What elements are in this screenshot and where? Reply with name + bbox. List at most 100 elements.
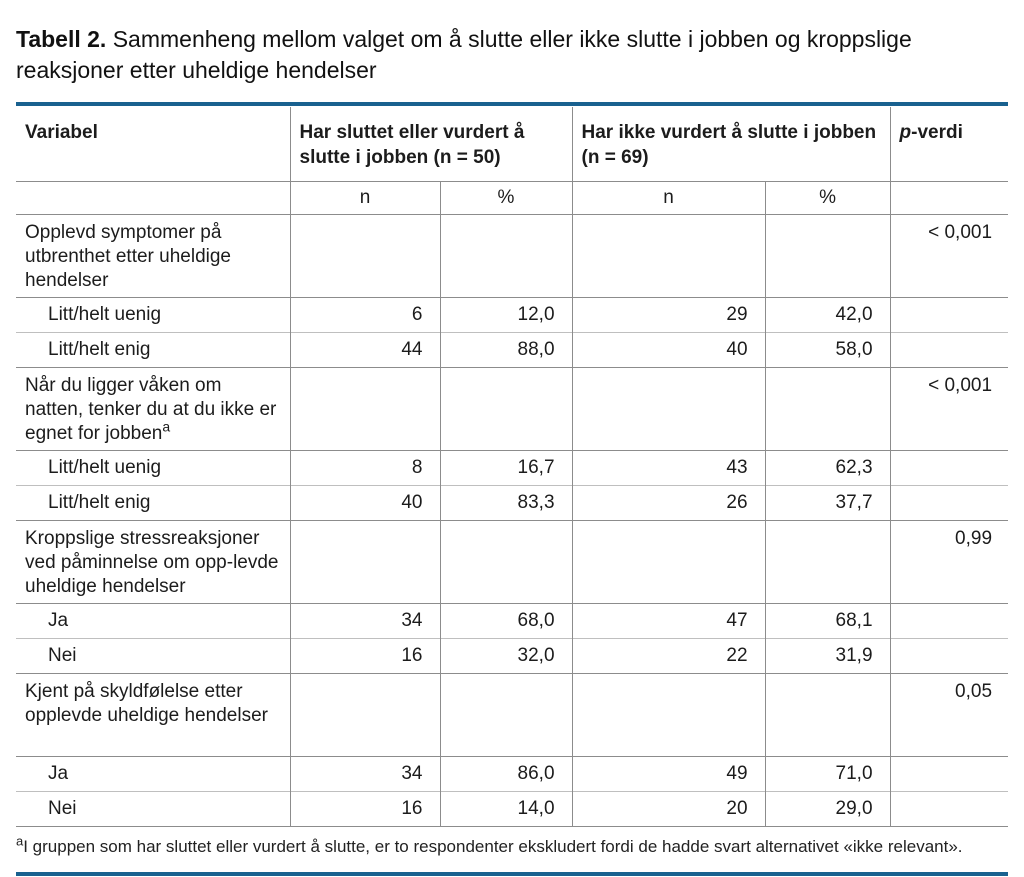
n-value-group1: 16 [289, 791, 440, 827]
section-label: Når du ligger våken om natten, tenker du… [16, 368, 290, 451]
empty-cell [889, 756, 1009, 792]
pct-value-group1: 68,0 [439, 603, 573, 639]
empty-cell [16, 182, 290, 215]
empty-cell [889, 791, 1009, 827]
section-label-sup: a [162, 418, 171, 435]
section-header-row: Kjent på skyldfølelse etter opplevde uhe… [16, 673, 1009, 757]
table-row: Nei 16 32,0 22 31,9 [16, 638, 1009, 674]
row-label: Nei [48, 798, 77, 820]
p-value-cell: 0,99 [889, 520, 1009, 604]
section-label-text: Kjent på skyldfølelse etter opplevde uhe… [25, 681, 268, 727]
empty-cell [889, 181, 1009, 215]
empty-cell [764, 367, 891, 451]
empty-cell [889, 638, 1009, 674]
subheader-n-group1: n [289, 181, 440, 215]
section-label: Opplevd symptomer på utbrenthet etter uh… [16, 215, 290, 298]
empty-cell [764, 673, 891, 757]
n-value-group1: 34 [289, 756, 440, 792]
p-value-cell: < 0,001 [889, 214, 1009, 298]
n-value-group1: 16 [289, 638, 440, 674]
pct-value-group1: 16,7 [439, 450, 573, 486]
group-header-row: Variabel Har sluttet eller vurdert å slu… [16, 107, 1009, 182]
n-value-group2: 49 [571, 756, 766, 792]
empty-cell [889, 297, 1009, 333]
subheader-n-group2: n [571, 181, 766, 215]
section-label: Kjent på skyldfølelse etter opplevde uhe… [16, 674, 290, 757]
empty-cell [439, 367, 573, 451]
pct-value-group2: 29,0 [764, 791, 891, 827]
empty-cell [439, 673, 573, 757]
empty-cell [439, 214, 573, 298]
empty-cell [571, 673, 766, 757]
pct-value-group2: 62,3 [764, 450, 891, 486]
row-label: Nei [48, 645, 77, 667]
row-label: Litt/helt uenig [48, 304, 162, 326]
pct-value-group1: 86,0 [439, 756, 573, 792]
empty-cell [889, 450, 1009, 486]
section-label-text: Når du ligger våken om natten, tenker du… [25, 375, 277, 445]
table-row: Ja 34 68,0 47 68,1 [16, 603, 1009, 639]
table-row: Litt/helt enig 44 88,0 40 58,0 [16, 332, 1009, 368]
n-value-group1: 44 [289, 332, 440, 368]
n-value-group2: 40 [571, 332, 766, 368]
n-value-group1: 40 [289, 485, 440, 521]
row-label: Litt/helt enig [48, 339, 151, 361]
pct-value-group1: 83,3 [439, 485, 573, 521]
table-title-text: Sammenheng mellom valget om å slutte ell… [16, 26, 912, 84]
table-title: Tabell 2. Sammenheng mellom valget om å … [16, 24, 1008, 86]
top-accent-rule [16, 102, 1008, 107]
empty-cell [764, 214, 891, 298]
pct-value-group1: 32,0 [439, 638, 573, 674]
n-value-group2: 26 [571, 485, 766, 521]
n-value-group2: 22 [571, 638, 766, 674]
empty-cell [289, 673, 440, 757]
sub-header-row: n % n % [16, 181, 1009, 215]
pct-value-group1: 12,0 [439, 297, 573, 333]
n-value-group2: 20 [571, 791, 766, 827]
empty-cell [889, 332, 1009, 368]
empty-cell [289, 367, 440, 451]
n-value-group1: 6 [289, 297, 440, 333]
section-label-text: Opplevd symptomer på utbrenthet etter uh… [25, 222, 231, 292]
column-header-p-verdi: p-verdi [889, 107, 1009, 182]
footnote-text: I gruppen som har sluttet eller vurdert … [23, 837, 963, 857]
column-header-variabel: Variabel [25, 122, 98, 144]
pct-value-group2: 71,0 [764, 756, 891, 792]
empty-cell [289, 214, 440, 298]
table-row: Litt/helt uenig 6 12,0 29 42,0 [16, 297, 1009, 333]
table-row: Litt/helt enig 40 83,3 26 37,7 [16, 485, 1009, 521]
table-footnote: aI gruppen som har sluttet eller vurdert… [16, 833, 1008, 858]
empty-cell [571, 367, 766, 451]
section-header-row: Når du ligger våken om natten, tenker du… [16, 367, 1009, 451]
footnote-marker: a [16, 833, 24, 849]
table-row: Nei 16 14,0 20 29,0 [16, 791, 1009, 827]
section-label-text: Kroppslige stressreaksjoner ved påminnel… [25, 528, 279, 598]
section-header-row: Opplevd symptomer på utbrenthet etter uh… [16, 214, 1009, 298]
p-verdi-italic-p: p [899, 122, 912, 144]
empty-cell [289, 520, 440, 604]
n-value-group2: 43 [571, 450, 766, 486]
p-value-cell: 0,05 [889, 673, 1009, 757]
results-table: Variabel Har sluttet eller vurdert å slu… [16, 107, 1009, 828]
empty-cell [571, 214, 766, 298]
column-header-group2: Har ikke vurdert å slutte i jobben (n = … [571, 107, 891, 182]
pct-value-group1: 88,0 [439, 332, 573, 368]
pct-value-group2: 31,9 [764, 638, 891, 674]
p-value-cell: < 0,001 [889, 367, 1009, 451]
section-header-row: Kroppslige stressreaksjoner ved påminnel… [16, 520, 1009, 604]
subheader-pct-group1: % [439, 181, 573, 215]
column-header-group1: Har sluttet eller vurdert å slutte i job… [289, 107, 573, 182]
pct-value-group2: 37,7 [764, 485, 891, 521]
n-value-group2: 29 [571, 297, 766, 333]
section-label: Kroppslige stressreaksjoner ved påminnel… [16, 521, 290, 604]
empty-cell [889, 485, 1009, 521]
n-value-group1: 8 [289, 450, 440, 486]
empty-cell [764, 520, 891, 604]
empty-cell [571, 520, 766, 604]
n-value-group1: 34 [289, 603, 440, 639]
pct-value-group1: 14,0 [439, 791, 573, 827]
empty-cell [889, 603, 1009, 639]
empty-cell [439, 520, 573, 604]
pct-value-group2: 58,0 [764, 332, 891, 368]
row-label: Litt/helt uenig [48, 457, 162, 479]
